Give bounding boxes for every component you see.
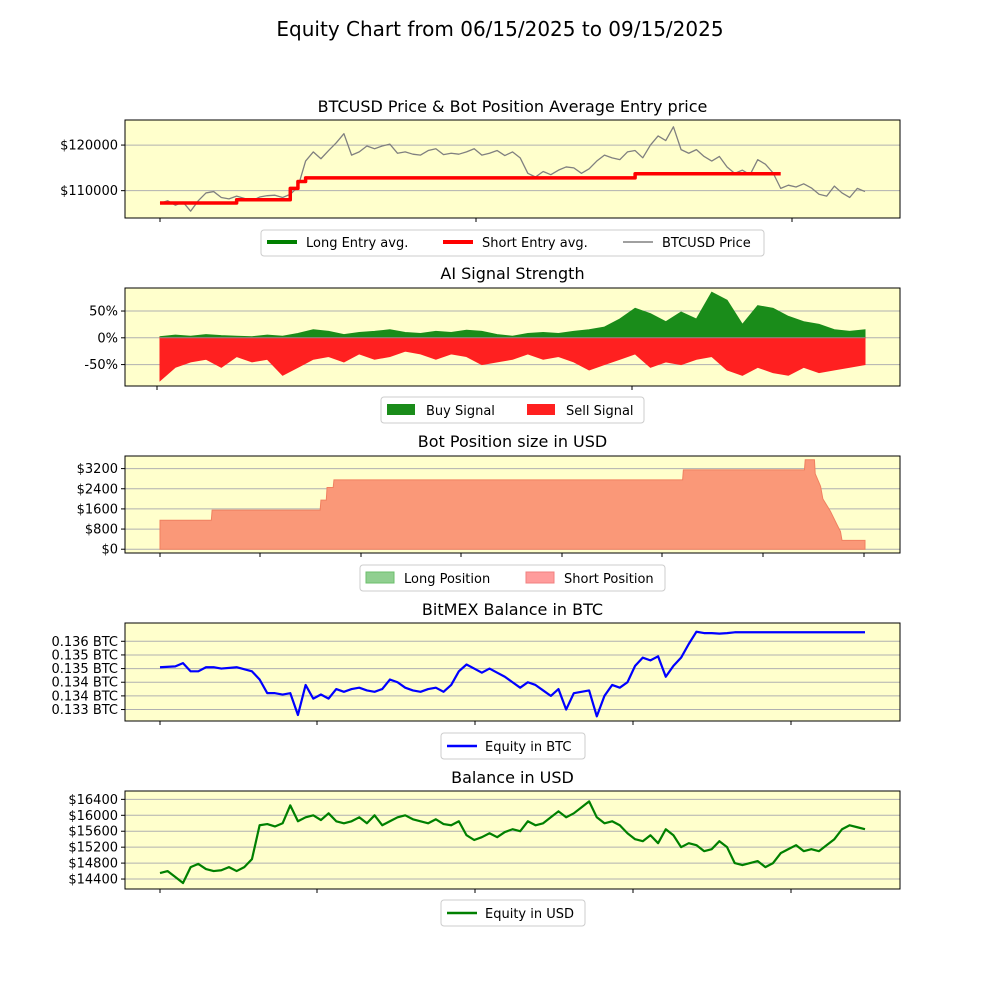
usd-balance-legend: Equity in USD: [440, 899, 586, 927]
y-tick-label: $110000: [60, 184, 118, 199]
usd-balance-panel-title: Balance in USD: [451, 768, 574, 787]
position-x-ticks: [159, 553, 865, 557]
usd-balance-gridlines: [125, 798, 900, 880]
long-entry-legend-label: Long Entry avg.: [306, 236, 408, 251]
signal-legend-box: [380, 396, 645, 424]
figure-title: Equity Chart from 06/15/2025 to 09/15/20…: [276, 17, 723, 41]
position-panel: Bot Position size in USD $0 $800 $1600 $240…: [77, 432, 901, 592]
y-tick-label: 0.135 BTC: [51, 648, 118, 663]
btc-balance-x-ticks: [159, 721, 792, 725]
usd-balance-panel: Balance in USD $14400$14800$15200$15600$…: [68, 768, 901, 927]
btc-balance-series: [159, 630, 865, 718]
position-panel-title: Bot Position size in USD: [418, 432, 607, 451]
buy-signal-area: [159, 291, 866, 339]
sell-signal-legend-label: Sell Signal: [566, 404, 634, 419]
y-tick-label: $800: [85, 523, 118, 538]
signal-legend: Buy Signal Sell Signal: [380, 396, 645, 424]
long-position-legend-swatch: [365, 571, 395, 584]
y-tick-label: 0.136 BTC: [51, 635, 118, 650]
signal-panel-title: AI Signal Strength: [440, 264, 584, 283]
price-x-ticks: [159, 218, 793, 222]
y-tick-label: -50%: [84, 358, 118, 373]
y-tick-label: 50%: [89, 305, 118, 320]
y-tick-label: $3200: [77, 462, 118, 477]
equity-btc-legend-label: Equity in BTC: [485, 740, 571, 755]
short-position-area: [159, 459, 866, 550]
y-tick-label: 0.133 BTC: [51, 703, 118, 718]
usd-balance-series: [159, 800, 866, 885]
short-position-legend-label: Short Position: [564, 572, 654, 587]
btc-balance-panel-title: BitMEX Balance in BTC: [422, 600, 603, 619]
short-position-legend-swatch: [525, 571, 555, 584]
signal-x-ticks: [156, 386, 633, 390]
y-tick-label: $14800: [68, 857, 118, 872]
buy-signal-legend-label: Buy Signal: [426, 404, 495, 419]
btc-balance-gridlines: [125, 640, 900, 711]
price-panel-title: BTCUSD Price & Bot Position Average Entr…: [318, 97, 708, 116]
y-tick-label: $0: [101, 543, 118, 558]
signal-plot-frame: [124, 287, 901, 387]
price-series: [159, 126, 866, 212]
y-tick-label: $15200: [68, 841, 118, 856]
price-legend-box: [260, 229, 765, 257]
position-plot-frame: [124, 455, 901, 554]
short-entry-line: [160, 172, 781, 205]
price-gridlines: [125, 144, 900, 192]
usd-balance-y-ticks: $14400$14800$15200$15600$16000$16400: [68, 793, 125, 888]
y-tick-label: $16400: [68, 793, 118, 808]
position-legend: Long Position Short Position: [359, 564, 666, 592]
price-panel: BTCUSD Price & Bot Position Average Entr…: [60, 97, 901, 257]
y-tick-label: $16000: [68, 809, 118, 824]
y-tick-label: $14400: [68, 873, 118, 888]
y-tick-label: 0.134 BTC: [51, 676, 118, 691]
price-plot-area: [125, 120, 900, 218]
btc-balance-plot-frame: [124, 622, 901, 722]
signal-y-ticks: -50% 0% 50%: [84, 305, 125, 373]
signal-panel: AI Signal Strength -50% 0% 50% Buy Signal …: [84, 264, 901, 424]
y-tick-label: 0%: [97, 331, 118, 346]
buy-signal-legend-swatch: [387, 404, 415, 415]
price-plot-frame: [124, 119, 901, 219]
position-legend-box: [359, 564, 666, 592]
sell-signal-area: [159, 337, 866, 382]
btc-balance-legend-box: [440, 732, 586, 760]
signal-series: [159, 291, 866, 382]
btc-balance-plot-area: [125, 623, 900, 721]
short-entry-legend-label: Short Entry avg.: [482, 236, 588, 251]
btc-balance-legend: Equity in BTC: [440, 732, 586, 760]
price-y-ticks: $110000 $120000: [60, 139, 125, 199]
y-tick-label: $1600: [77, 502, 118, 517]
y-tick-label: 0.135 BTC: [51, 662, 118, 677]
long-position-legend-label: Long Position: [404, 572, 490, 587]
position-series: [159, 459, 866, 550]
price-legend-label: BTCUSD Price: [662, 236, 751, 251]
y-tick-label: $2400: [77, 482, 118, 497]
usd-balance-x-ticks: [159, 889, 792, 893]
equity-usd-legend-label: Equity in USD: [485, 907, 574, 922]
y-tick-label: $15600: [68, 825, 118, 840]
y-tick-label: $120000: [60, 139, 118, 154]
price-legend: Long Entry avg. Short Entry avg. BTCUSD …: [260, 229, 765, 257]
usd-balance-plot-frame: [124, 790, 901, 890]
usd-balance-legend-box: [440, 899, 586, 927]
usd-balance-plot-area: [125, 791, 900, 889]
equity-btc-line: [159, 630, 865, 718]
equity-usd-line: [159, 800, 866, 885]
position-y-ticks: $0 $800 $1600 $2400 $3200: [77, 462, 125, 558]
sell-signal-legend-swatch: [527, 404, 555, 415]
y-tick-label: 0.134 BTC: [51, 689, 118, 704]
